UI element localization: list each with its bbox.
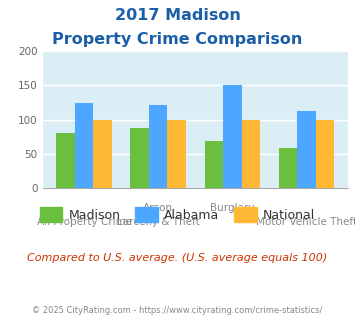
Text: Larceny & Theft: Larceny & Theft	[117, 217, 200, 227]
Legend: Madison, Alabama, National: Madison, Alabama, National	[35, 202, 320, 227]
Bar	[149, 105, 168, 188]
Bar	[279, 148, 297, 188]
Text: Motor Vehicle Theft: Motor Vehicle Theft	[256, 217, 355, 227]
Text: Arson: Arson	[143, 203, 173, 214]
Text: Property Crime Comparison: Property Crime Comparison	[52, 32, 303, 47]
Text: Compared to U.S. average. (U.S. average equals 100): Compared to U.S. average. (U.S. average …	[27, 253, 328, 263]
Text: 2017 Madison: 2017 Madison	[115, 8, 240, 23]
Text: Burglary: Burglary	[210, 203, 255, 214]
Bar	[56, 133, 75, 188]
Text: © 2025 CityRating.com - https://www.cityrating.com/crime-statistics/: © 2025 CityRating.com - https://www.city…	[32, 306, 323, 315]
Bar	[241, 120, 260, 188]
Bar	[204, 141, 223, 188]
Text: All Property Crime: All Property Crime	[37, 217, 132, 227]
Bar	[316, 120, 334, 188]
Bar	[223, 85, 241, 188]
Bar	[297, 112, 316, 188]
Bar	[168, 120, 186, 188]
Bar	[131, 128, 149, 188]
Bar	[75, 103, 93, 188]
Bar	[93, 120, 112, 188]
